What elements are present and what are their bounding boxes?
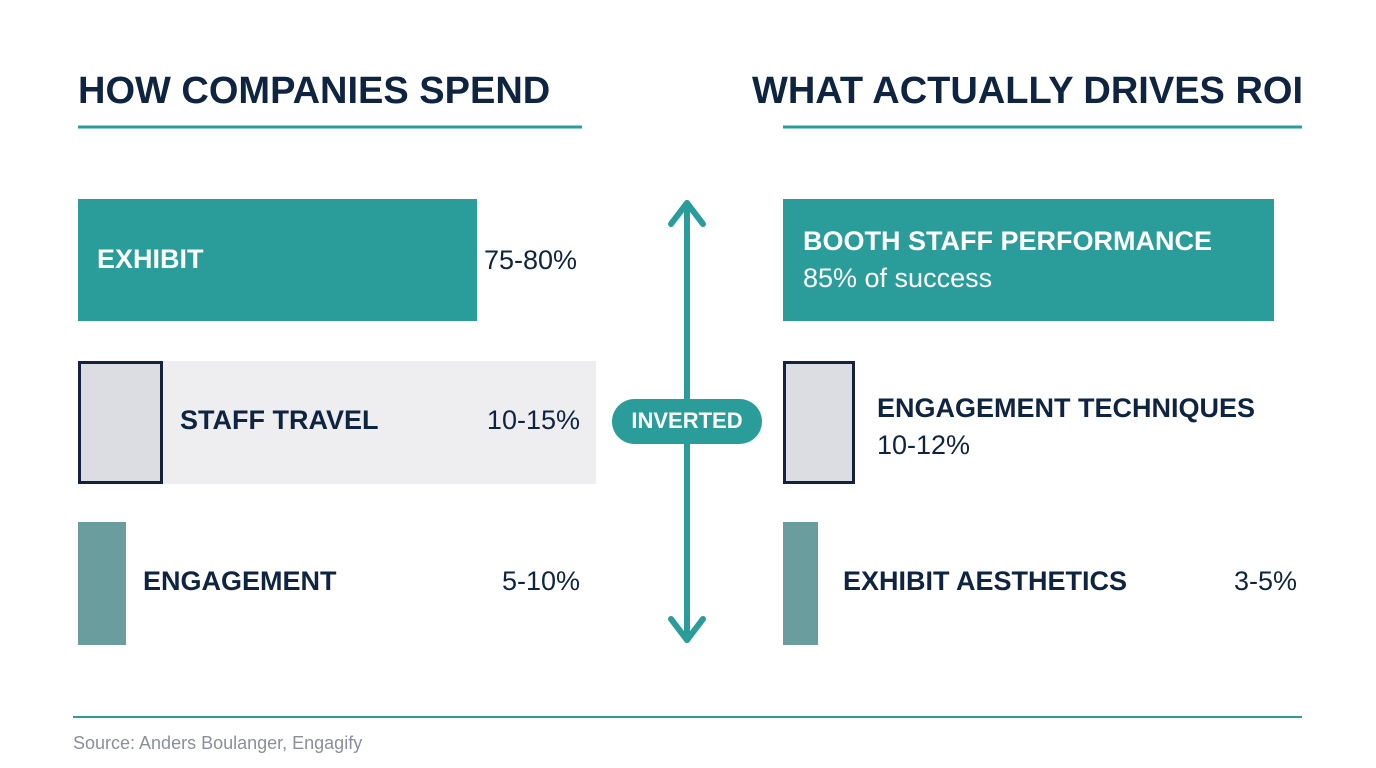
row-value: 10-12% [877, 430, 970, 460]
row-label: ENGAGEMENT TECHNIQUES [877, 393, 1255, 423]
bar [783, 522, 818, 645]
pill [612, 399, 762, 444]
source: Source: Anders Boulanger, Engagify [73, 733, 362, 753]
right-title: WHAT ACTUALLY DRIVES ROI [752, 70, 1303, 112]
row-value: 75-80% [484, 245, 577, 275]
row-value: 3-5% [1234, 566, 1297, 596]
row-value: 5-10% [502, 566, 580, 596]
row-label: BOOTH STAFF PERFORMANCE [803, 226, 1212, 256]
bar [78, 199, 477, 321]
row-value: 85% of success [803, 263, 992, 293]
row-label: ENGAGEMENT [143, 566, 337, 596]
bar [783, 361, 855, 484]
row-label: EXHIBIT AESTHETICS [843, 566, 1127, 596]
row-value: 10-15% [487, 405, 580, 435]
row-label: STAFF TRAVEL [180, 405, 378, 435]
row-label: EXHIBIT [97, 244, 204, 274]
bar [78, 522, 126, 645]
bar [78, 361, 163, 484]
bar [783, 199, 1274, 321]
left-title: HOW COMPANIES SPEND [78, 70, 550, 112]
bar-background [78, 361, 596, 484]
pill-label: INVERTED [631, 408, 742, 433]
